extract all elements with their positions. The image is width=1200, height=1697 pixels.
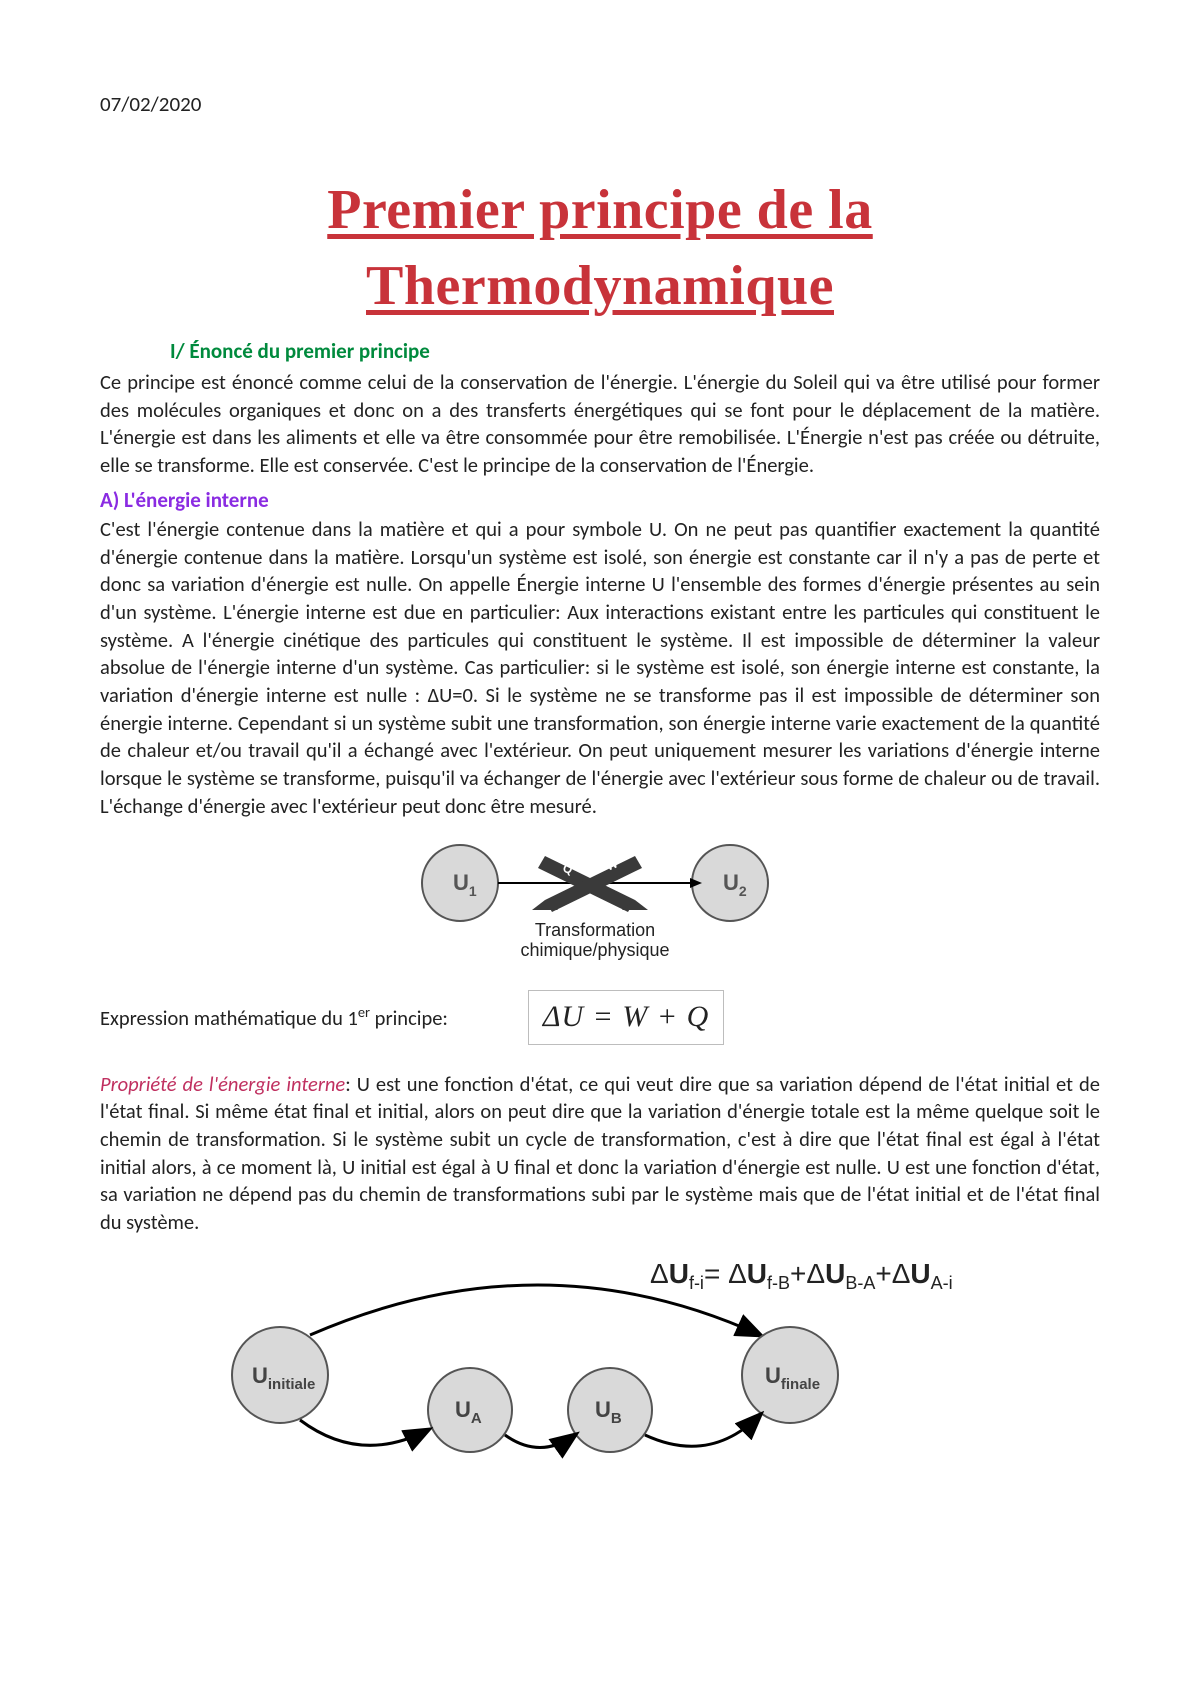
property-paragraph: Propriété de l'énergie interne: U est un… [100, 1071, 1100, 1237]
page-title: Premier principe de la Thermodynamique [100, 173, 1100, 324]
svg-text:Transformation: Transformation [535, 920, 655, 940]
expression-label: Expression mathématique du 1er principe: [100, 1003, 448, 1033]
svg-text:chimique/physique: chimique/physique [520, 940, 669, 960]
transformation-diagram: U1 U2 Q W Transformation chimique/physiq… [390, 838, 810, 968]
expression-row: Expression mathématique du 1er principe:… [100, 990, 1100, 1045]
property-label: Propriété de l'énergie interne [100, 1071, 345, 1097]
formula-delta-u: ΔU = W + Q [528, 990, 724, 1045]
svg-text:ΔUf-i= ΔUf-B+ΔUB-A+ΔUA-i: ΔUf-i= ΔUf-B+ΔUB-A+ΔUA-i [650, 1258, 953, 1293]
section-1-paragraph: Ce principe est énoncé comme celui de la… [100, 369, 1100, 480]
diagram-1-container: U1 U2 Q W Transformation chimique/physiq… [100, 838, 1100, 968]
subsection-a-heading: A) L'énergie interne [100, 486, 1100, 514]
document-date: 07/02/2020 [100, 90, 1100, 118]
section-1-heading: I/ Énoncé du premier principe [170, 337, 1100, 365]
subsection-a-paragraph: C'est l'énergie contenue dans la matière… [100, 516, 1100, 820]
diagram-2-container: ΔUf-i= ΔUf-B+ΔUB-A+ΔUA-i Uinitiale UA UB… [100, 1255, 1100, 1465]
state-path-diagram: ΔUf-i= ΔUf-B+ΔUB-A+ΔUA-i Uinitiale UA UB… [170, 1255, 1030, 1465]
